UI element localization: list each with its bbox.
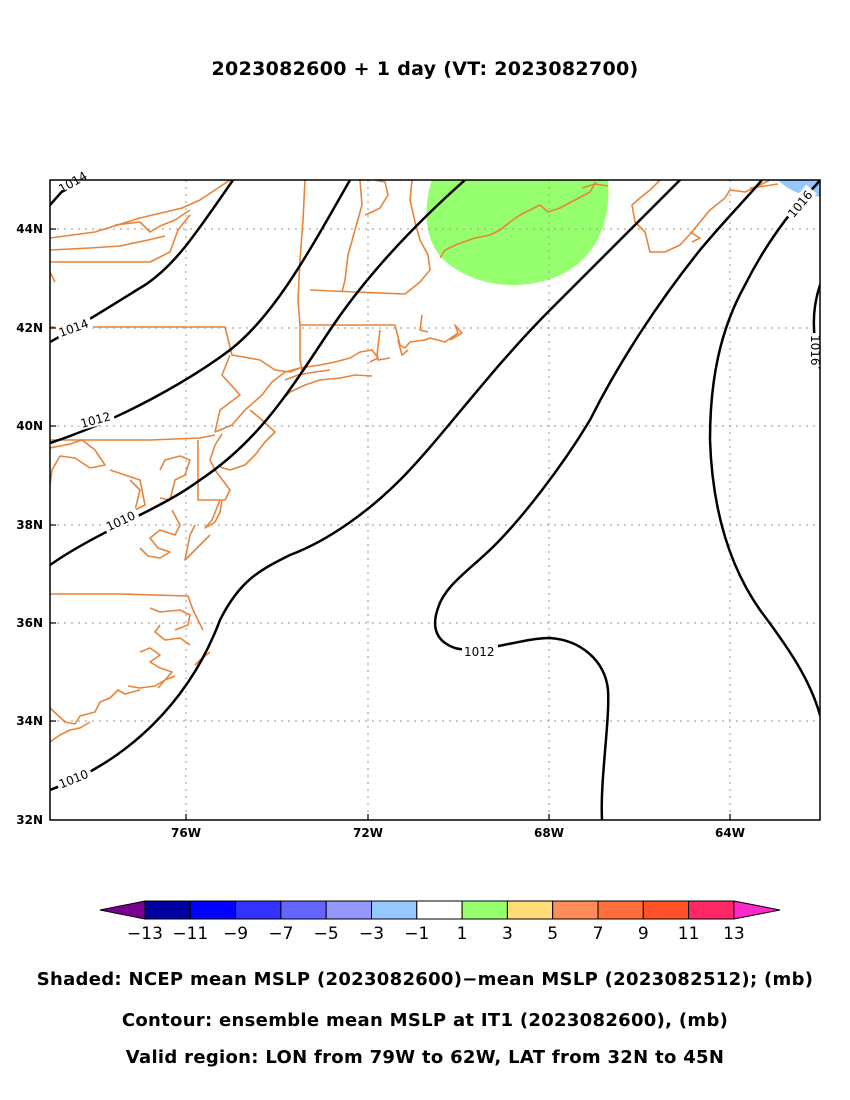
y-tick-label: 42N	[16, 321, 43, 335]
y-tick-label: 34N	[16, 714, 43, 728]
colorbar-cell	[642, 900, 690, 920]
colorbar-label: 9	[638, 924, 649, 944]
colorbar-cell	[597, 900, 644, 920]
colorbar-cell	[280, 900, 327, 920]
colorbar-label: 1	[457, 924, 468, 944]
x-tick-label: 72W	[353, 826, 383, 840]
y-tick-label: 36N	[16, 616, 43, 630]
y-tick-label: 44N	[16, 222, 43, 236]
colorbar-label: −1	[404, 924, 429, 944]
x-tick-label: 64W	[715, 826, 745, 840]
contour-1014-a	[50, 180, 235, 344]
colorbar-label: −5	[314, 924, 339, 944]
caption-contour: Contour: ensemble mean MSLP at IT1 (2023…	[121, 1010, 729, 1031]
contour-1010-b	[50, 180, 682, 792]
colorbar-label: −11	[172, 924, 208, 944]
contour-1010-a	[50, 180, 467, 567]
colorbar: −13 −11 −9 −7 −5 −3 −1 1 3 5 7 9 11 13	[99, 900, 781, 944]
contour-label: 1016	[808, 335, 822, 366]
caption-region: Valid region: LON from 79W to 62W, LAT f…	[125, 1047, 725, 1068]
colorbar-cell	[325, 900, 373, 920]
coastlines	[50, 180, 779, 743]
shaded-anomalies	[426, 180, 820, 286]
colorbar-cell	[189, 900, 237, 920]
contour-label: 1010	[104, 508, 138, 534]
x-tick-label: 68W	[534, 826, 564, 840]
colorbar-label: −9	[223, 924, 248, 944]
colorbar-cell	[552, 900, 599, 920]
colorbar-cell	[144, 900, 191, 920]
contour-label: 1010	[57, 767, 91, 791]
caption-shaded: Shaded: NCEP mean MSLP (2023082600)−mean…	[36, 969, 814, 990]
colorbar-label: 13	[723, 924, 745, 944]
x-axis-labels: 76W 72W 68W 64W	[171, 826, 745, 840]
grid-lines	[50, 180, 820, 820]
colorbar-label: −13	[127, 924, 163, 944]
colorbar-label: 3	[502, 924, 513, 944]
colorbar-label: 5	[547, 924, 558, 944]
colorbar-cell	[371, 900, 418, 920]
colorbar-cell	[235, 900, 282, 920]
contour-labels: 1014 1014 1012 1010 1010 1012 1016 1016	[54, 169, 822, 791]
colorbar-right-arrow	[733, 900, 781, 920]
mslp-contours	[50, 180, 820, 820]
contour-1012-b	[433, 180, 764, 820]
plot-frame	[49, 179, 821, 821]
y-tick-label: 38N	[16, 518, 43, 532]
y-tick-label: 40N	[16, 419, 43, 433]
x-tick-label: 76W	[171, 826, 201, 840]
colorbar-left-arrow	[99, 900, 146, 920]
colorbar-cell	[506, 900, 554, 920]
colorbar-label: 11	[678, 924, 700, 944]
y-axis-labels: 44N 42N 40N 38N 36N 34N 32N	[16, 222, 43, 827]
contour-label: 1012	[464, 645, 495, 659]
colorbar-cell	[688, 900, 735, 920]
tick-marks	[50, 228, 731, 820]
y-tick-label: 32N	[16, 813, 43, 827]
chart-title: 2023082600 + 1 day (VT: 2023082700)	[211, 58, 639, 80]
contour-1012-a	[50, 180, 352, 445]
positive-anomaly-region	[426, 180, 609, 286]
colorbar-label: −7	[268, 924, 293, 944]
contour-label: 1014	[57, 316, 90, 340]
contour-label: 1012	[79, 409, 112, 430]
colorbar-cell	[461, 900, 508, 920]
colorbar-label: 7	[593, 924, 604, 944]
contour-label: 1014	[56, 169, 89, 196]
contour-1014-b	[708, 180, 820, 717]
colorbar-cell	[416, 900, 463, 920]
colorbar-label: −3	[359, 924, 384, 944]
